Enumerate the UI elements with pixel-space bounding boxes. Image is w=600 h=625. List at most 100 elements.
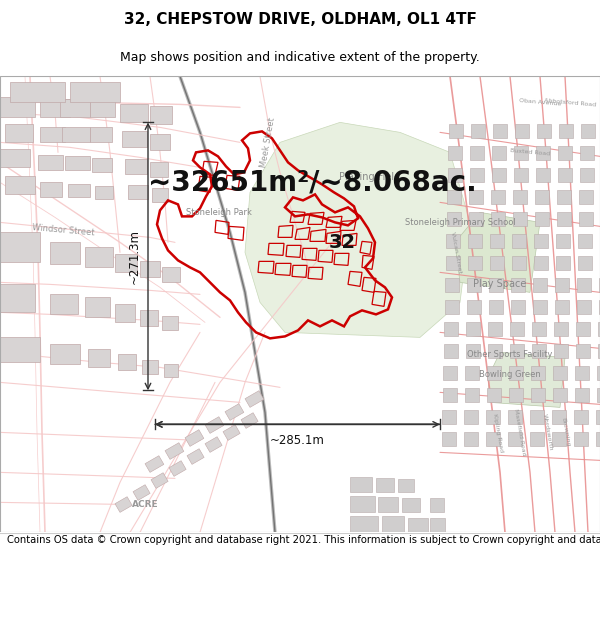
Bar	[512, 234, 526, 248]
Bar	[150, 106, 172, 124]
Bar	[447, 191, 461, 204]
Bar	[223, 425, 240, 441]
Bar	[5, 124, 33, 142]
Bar	[62, 127, 90, 142]
Bar	[470, 168, 484, 182]
Bar	[140, 261, 160, 278]
Bar	[376, 478, 394, 492]
Bar	[128, 186, 148, 199]
Bar	[90, 127, 112, 142]
Bar	[535, 213, 548, 226]
Bar	[444, 322, 458, 336]
Text: Wordsworth: Wordsworth	[542, 414, 554, 451]
Bar	[488, 322, 502, 336]
Bar	[553, 366, 567, 381]
Bar	[511, 256, 526, 271]
Polygon shape	[488, 352, 565, 408]
Text: 32, CHEPSTOW DRIVE, OLDHAM, OL1 4TF: 32, CHEPSTOW DRIVE, OLDHAM, OL1 4TF	[124, 11, 476, 26]
Bar	[350, 496, 375, 512]
Bar	[577, 256, 592, 271]
Bar	[469, 213, 482, 226]
Bar	[467, 301, 481, 314]
Bar	[50, 242, 80, 264]
Bar	[596, 411, 600, 424]
Bar	[38, 156, 63, 171]
Bar	[512, 213, 527, 226]
Bar	[449, 124, 463, 138]
Polygon shape	[455, 213, 540, 292]
Bar	[555, 278, 569, 292]
Bar	[0, 338, 40, 362]
Bar	[446, 234, 460, 248]
Bar	[133, 485, 150, 501]
Bar	[574, 432, 587, 446]
Text: Stoneleigh Primary School: Stoneleigh Primary School	[404, 218, 515, 227]
Bar	[578, 234, 592, 248]
Bar	[532, 322, 546, 336]
Bar	[464, 411, 478, 424]
Bar	[535, 191, 549, 204]
Bar	[595, 432, 600, 446]
Bar	[85, 248, 113, 268]
Bar	[576, 322, 590, 336]
Bar	[599, 301, 600, 314]
Bar	[241, 412, 258, 428]
Bar	[68, 184, 90, 198]
Bar	[469, 191, 483, 204]
Bar	[65, 156, 90, 171]
Bar	[515, 124, 529, 138]
Bar	[487, 344, 502, 358]
Bar	[185, 430, 204, 446]
Bar	[142, 361, 158, 374]
Bar	[443, 366, 457, 381]
Bar	[50, 344, 80, 364]
Bar	[488, 301, 503, 314]
Bar	[468, 234, 482, 248]
Text: Meek Street: Meek Street	[259, 116, 277, 168]
Bar	[88, 349, 110, 368]
Text: Bowling Green: Bowling Green	[479, 370, 541, 379]
Text: Kipling Road: Kipling Road	[492, 412, 504, 452]
Bar	[115, 254, 137, 272]
Bar	[557, 191, 571, 204]
Bar	[490, 256, 503, 271]
Bar	[470, 146, 484, 161]
Text: ~271.3m: ~271.3m	[128, 229, 140, 284]
Bar	[581, 124, 595, 138]
Text: Contains OS data © Crown copyright and database right 2021. This information is : Contains OS data © Crown copyright and d…	[7, 535, 600, 545]
Bar	[557, 213, 571, 226]
Bar	[151, 472, 168, 488]
Bar	[530, 388, 545, 402]
Bar	[533, 278, 547, 292]
Bar	[531, 366, 545, 381]
Bar	[50, 294, 78, 314]
Bar	[92, 158, 112, 172]
Bar	[245, 391, 264, 408]
Bar	[491, 191, 505, 204]
Bar	[378, 498, 398, 512]
Bar	[445, 301, 458, 314]
Bar	[487, 366, 501, 381]
Bar	[559, 124, 572, 138]
Text: 32: 32	[328, 233, 356, 252]
Bar	[430, 518, 445, 532]
Bar	[554, 344, 568, 358]
Bar	[464, 432, 478, 446]
Bar	[596, 388, 600, 402]
Bar	[448, 146, 462, 161]
Bar	[140, 311, 158, 326]
Text: Map shows position and indicative extent of the property.: Map shows position and indicative extent…	[120, 51, 480, 64]
Bar	[350, 516, 378, 532]
Bar	[225, 404, 244, 421]
Bar	[554, 301, 569, 314]
Text: Play Space: Play Space	[473, 279, 527, 289]
Bar	[491, 168, 505, 182]
Bar	[443, 388, 457, 402]
Bar	[510, 322, 524, 336]
Bar	[533, 301, 547, 314]
Bar	[164, 364, 178, 378]
Bar	[187, 449, 204, 464]
Bar	[558, 146, 572, 161]
Bar	[165, 442, 184, 459]
Bar	[553, 388, 566, 402]
